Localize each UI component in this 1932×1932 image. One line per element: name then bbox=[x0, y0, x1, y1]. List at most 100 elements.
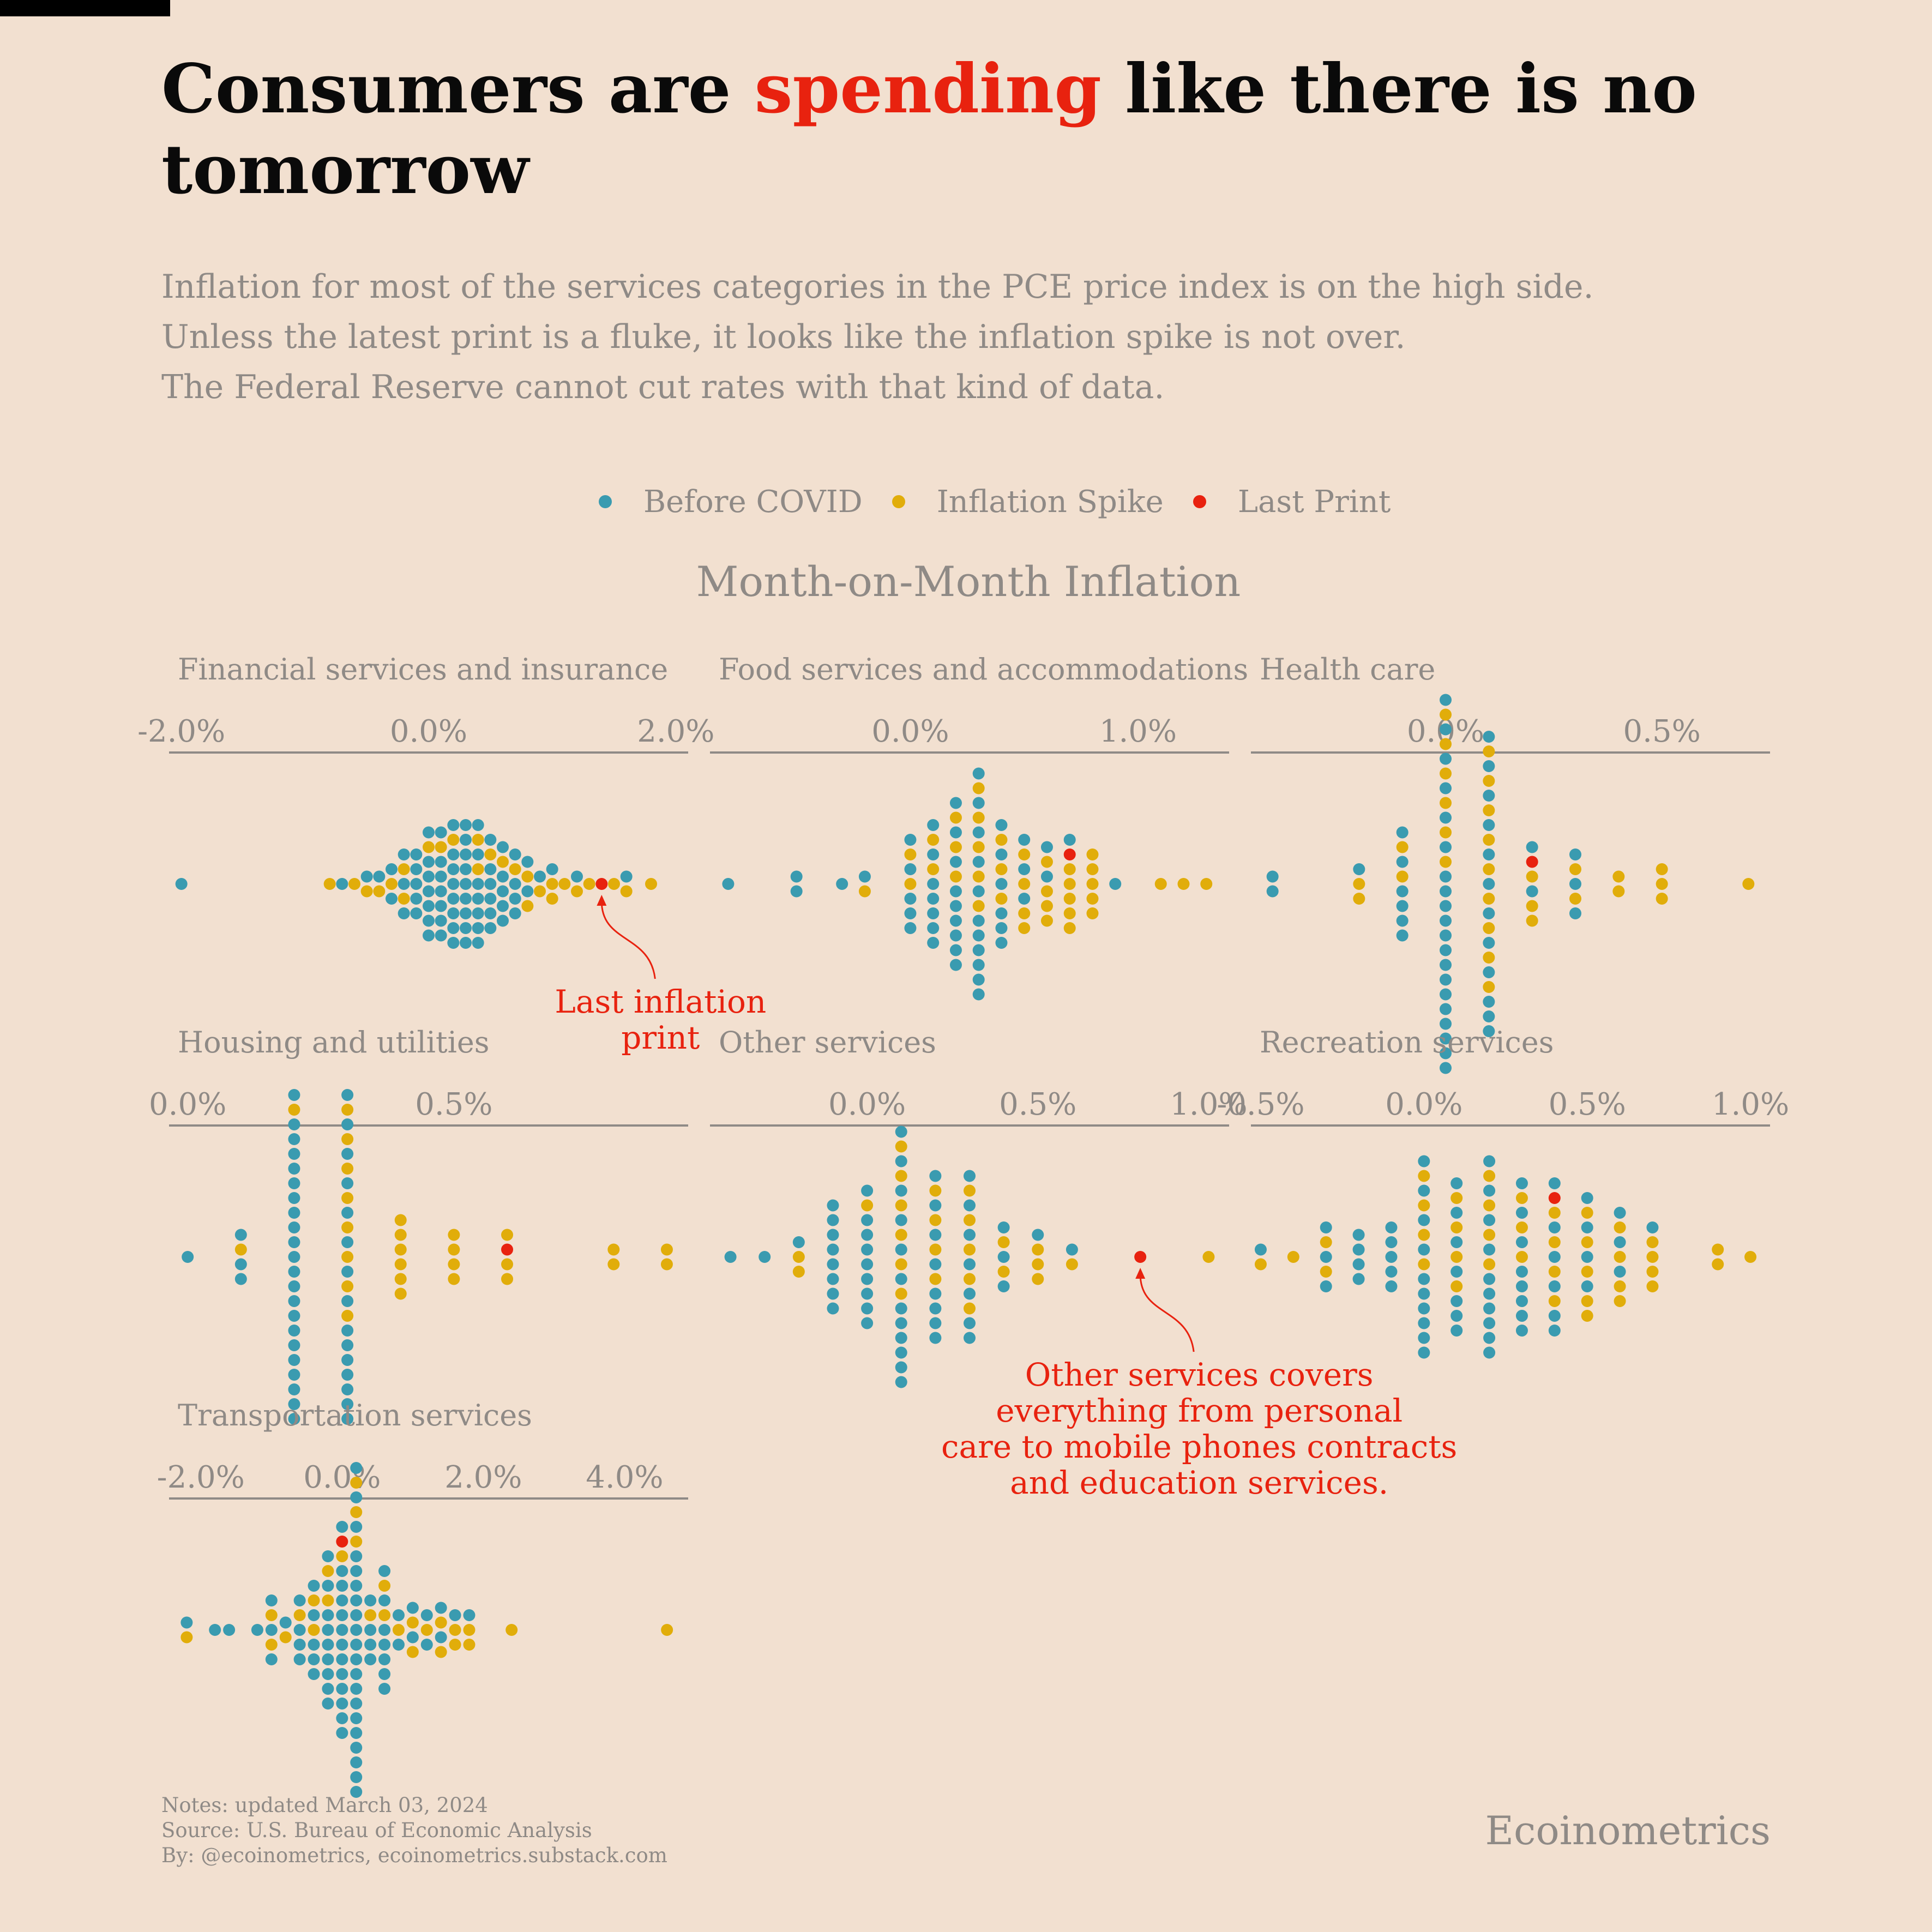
point-before-covid bbox=[1396, 856, 1409, 868]
point-inflation-spike bbox=[472, 863, 484, 875]
point-before-covid bbox=[182, 1251, 194, 1263]
point-inflation-spike bbox=[1483, 922, 1495, 934]
point-inflation-spike bbox=[1418, 1258, 1430, 1271]
x-tick-label: 0.0% bbox=[390, 714, 467, 749]
annotation-arrowhead bbox=[1135, 1268, 1146, 1279]
point-inflation-spike bbox=[501, 1273, 514, 1285]
point-inflation-spike bbox=[1483, 1258, 1496, 1271]
panel-title: Health care bbox=[1260, 652, 1435, 687]
point-before-covid bbox=[350, 1653, 363, 1665]
point-before-covid bbox=[447, 922, 460, 934]
point-inflation-spike bbox=[895, 1199, 907, 1212]
point-before-covid bbox=[1418, 1332, 1430, 1344]
x-tick-label: 0.5% bbox=[415, 1087, 492, 1122]
point-inflation-spike bbox=[1612, 870, 1625, 883]
point-before-covid bbox=[895, 1332, 907, 1344]
x-tick-label: 4.0% bbox=[586, 1460, 663, 1495]
point-before-covid bbox=[341, 1339, 354, 1351]
point-before-covid bbox=[972, 885, 985, 898]
point-before-covid bbox=[484, 893, 497, 905]
point-inflation-spike bbox=[1742, 878, 1755, 890]
point-inflation-spike bbox=[1548, 1295, 1561, 1307]
point-inflation-spike bbox=[1483, 1199, 1496, 1212]
point-inflation-spike bbox=[1646, 1236, 1659, 1248]
point-before-covid bbox=[288, 1354, 300, 1366]
point-before-covid bbox=[1483, 1346, 1496, 1359]
point-before-covid bbox=[861, 1302, 874, 1315]
point-inflation-spike bbox=[505, 1624, 518, 1636]
point-before-covid bbox=[724, 1251, 737, 1263]
point-before-covid bbox=[336, 878, 348, 890]
point-before-covid bbox=[861, 1258, 874, 1271]
point-before-covid bbox=[1548, 1280, 1561, 1292]
point-inflation-spike bbox=[964, 1302, 976, 1315]
point-last-print bbox=[1134, 1251, 1147, 1263]
point-inflation-spike bbox=[448, 1273, 460, 1285]
point-before-covid bbox=[1040, 841, 1053, 853]
panel-title: Food services and accommodations bbox=[719, 652, 1248, 687]
point-inflation-spike bbox=[322, 1565, 334, 1577]
point-inflation-spike bbox=[1440, 708, 1452, 721]
point-inflation-spike bbox=[1396, 841, 1409, 853]
brand-logo-text: Ecoinometrics bbox=[1485, 1808, 1771, 1853]
point-before-covid bbox=[964, 1170, 976, 1182]
point-inflation-spike bbox=[521, 900, 534, 912]
point-inflation-spike bbox=[449, 1624, 461, 1636]
point-before-covid bbox=[423, 929, 435, 942]
point-before-covid bbox=[1266, 885, 1279, 898]
point-before-covid bbox=[964, 1287, 976, 1300]
point-inflation-spike bbox=[1063, 878, 1076, 890]
point-before-covid bbox=[1646, 1221, 1659, 1233]
point-inflation-spike bbox=[1646, 1266, 1659, 1278]
legend-label-inflation-spike: Inflation Spike bbox=[936, 484, 1164, 520]
point-before-covid bbox=[1450, 1295, 1463, 1307]
point-inflation-spike bbox=[394, 1287, 407, 1300]
point-inflation-spike bbox=[949, 870, 962, 883]
point-before-covid bbox=[972, 826, 985, 839]
point-before-covid bbox=[341, 1266, 354, 1278]
point-inflation-spike bbox=[1548, 1236, 1561, 1248]
point-before-covid bbox=[1450, 1177, 1463, 1189]
point-inflation-spike bbox=[447, 834, 460, 846]
point-before-covid bbox=[827, 1287, 839, 1300]
point-before-covid bbox=[1418, 1155, 1430, 1167]
point-inflation-spike bbox=[792, 1266, 805, 1278]
point-before-covid bbox=[435, 1602, 447, 1614]
point-before-covid bbox=[1548, 1310, 1561, 1322]
point-inflation-spike bbox=[1483, 775, 1495, 787]
point-before-covid bbox=[1396, 929, 1409, 942]
point-inflation-spike bbox=[1353, 893, 1365, 905]
point-before-covid bbox=[904, 863, 917, 875]
point-before-covid bbox=[972, 959, 985, 971]
x-tick-label: 1.0% bbox=[1099, 714, 1177, 749]
x-tick-label: 1.0% bbox=[1170, 1087, 1247, 1122]
point-before-covid bbox=[895, 1302, 907, 1315]
point-before-covid bbox=[341, 1236, 354, 1248]
point-inflation-spike bbox=[661, 1624, 673, 1636]
point-before-covid bbox=[472, 937, 484, 949]
annotation-text: print bbox=[621, 1019, 700, 1056]
point-before-covid bbox=[836, 878, 848, 890]
point-before-covid bbox=[497, 841, 509, 853]
point-inflation-spike bbox=[1548, 1266, 1561, 1278]
point-inflation-spike bbox=[1515, 1251, 1528, 1263]
point-before-covid bbox=[288, 1207, 300, 1219]
point-before-covid bbox=[293, 1639, 306, 1651]
point-before-covid bbox=[472, 819, 484, 831]
point-before-covid bbox=[620, 870, 633, 883]
point-inflation-spike bbox=[1320, 1236, 1332, 1248]
point-inflation-spike bbox=[1353, 878, 1365, 890]
point-inflation-spike bbox=[394, 1243, 407, 1256]
point-before-covid bbox=[410, 878, 423, 890]
point-before-covid bbox=[1418, 1273, 1430, 1285]
point-inflation-spike bbox=[1440, 797, 1452, 809]
point-before-covid bbox=[1548, 1177, 1561, 1189]
point-before-covid bbox=[949, 885, 962, 898]
point-before-covid bbox=[790, 870, 803, 883]
point-inflation-spike bbox=[1040, 856, 1053, 868]
point-before-covid bbox=[288, 1295, 300, 1307]
point-last-print bbox=[501, 1243, 514, 1256]
point-inflation-spike bbox=[645, 878, 657, 890]
